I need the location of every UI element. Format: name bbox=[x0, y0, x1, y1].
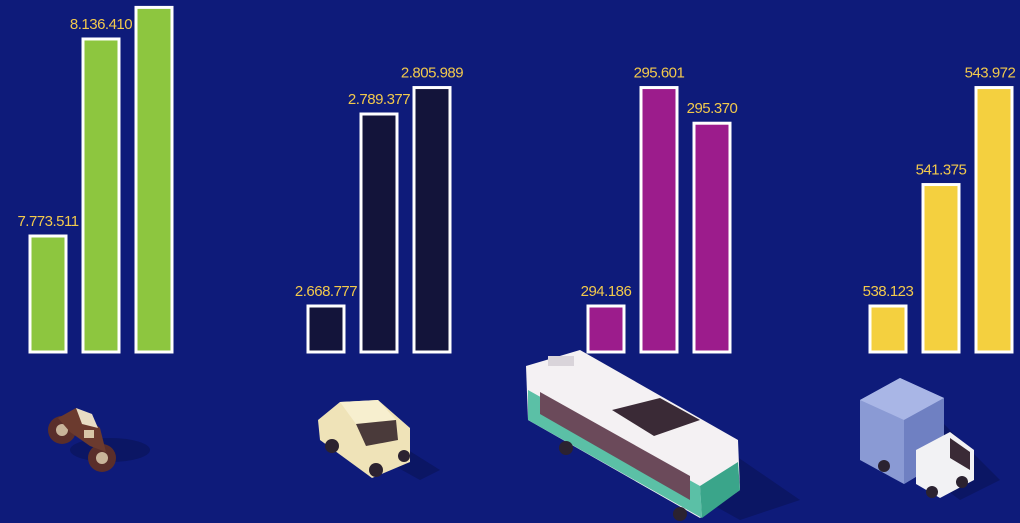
data-label-g3-0: 538.123 bbox=[863, 283, 914, 300]
truck-icon bbox=[860, 378, 1000, 500]
data-label-g1-0: 2.668.777 bbox=[295, 283, 357, 300]
bar-g3-1 bbox=[921, 183, 961, 354]
bar-g3-2 bbox=[974, 86, 1014, 354]
bar-g3-0 bbox=[868, 304, 908, 354]
data-label-g2-2: 295.370 bbox=[687, 100, 738, 117]
bar-g1-2 bbox=[412, 86, 452, 354]
data-label-g0-1: 8.136.410 bbox=[70, 16, 132, 33]
data-label-g0-0: 7.773.511 bbox=[17, 213, 78, 230]
bar-g2-1 bbox=[639, 86, 679, 354]
bar-g2-0 bbox=[586, 304, 626, 354]
motorcycle-icon bbox=[48, 408, 150, 472]
data-label-g1-2: 2.805.989 bbox=[401, 65, 463, 82]
data-label-g2-1: 295.601 bbox=[634, 65, 685, 82]
data-label-g1-1: 2.789.377 bbox=[348, 91, 410, 108]
bar-g1-0 bbox=[306, 304, 346, 354]
bar-g1-1 bbox=[359, 112, 399, 354]
data-label-g2-0: 294.186 bbox=[581, 283, 632, 300]
bar-g2-2 bbox=[692, 121, 732, 354]
data-label-g0-2: 8.194.590 bbox=[123, 0, 185, 1]
bar-g0-0 bbox=[28, 234, 68, 354]
car-icon bbox=[318, 400, 440, 480]
bus-icon bbox=[526, 350, 800, 521]
bar-g0-1 bbox=[81, 37, 121, 354]
bar-g0-2 bbox=[134, 5, 174, 354]
data-label-g3-2: 543.972 bbox=[965, 65, 1016, 82]
data-label-g3-1: 541.375 bbox=[916, 162, 967, 179]
